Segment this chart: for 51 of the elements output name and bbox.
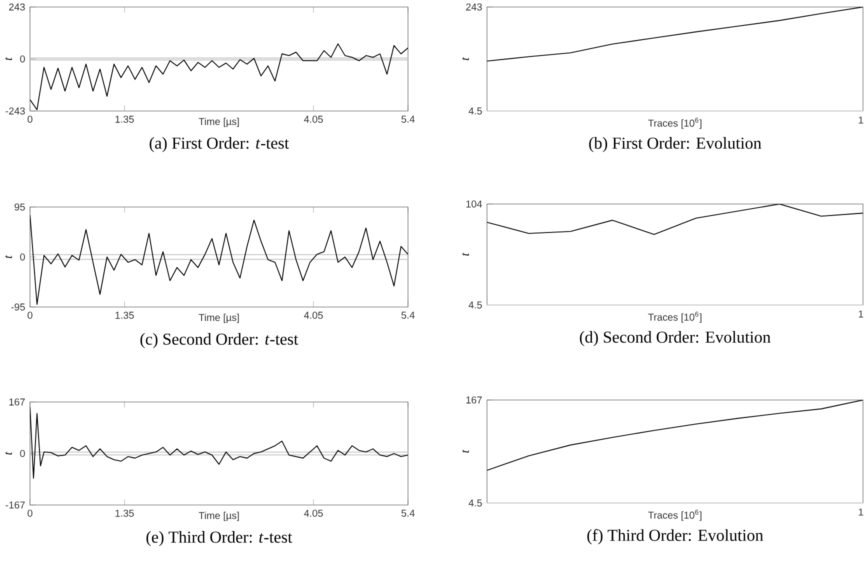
x-tick-label: 4.05 xyxy=(304,116,323,123)
text: (b) First Order: Evolution xyxy=(589,137,762,152)
text: 1 xyxy=(858,310,864,318)
y-tick-label: 167 xyxy=(9,398,25,406)
line-series xyxy=(487,6,863,62)
x-tick-label: 0 xyxy=(28,510,32,517)
x-tick-label: 5.4 xyxy=(401,510,415,517)
text: (f) Third Order: Evolution xyxy=(587,529,764,544)
x-axis-title: Traces [10$^{6}$] xyxy=(648,312,702,323)
x-tick-label: 0 xyxy=(28,116,32,123)
y-axis-title: t xyxy=(462,252,469,256)
y-axis-title: t xyxy=(5,452,12,455)
y-axis-title: t xyxy=(5,57,12,60)
y-tick-label: 167 xyxy=(466,396,482,404)
x-axis-title: Traces [10$^{6}$] xyxy=(648,118,702,129)
y-axis-title: t xyxy=(462,57,469,60)
y-tick-label: -167 xyxy=(6,501,25,509)
y-tick-label: -243 xyxy=(6,107,25,115)
y-tick-label: -95 xyxy=(11,303,25,311)
text: 1 xyxy=(858,508,864,516)
x-axis-title: Traces [10$^{6}$] xyxy=(648,510,702,521)
x-tick-label: 0 xyxy=(28,312,32,319)
line-series xyxy=(487,400,863,471)
text: (c) Second Order: t-test xyxy=(140,333,298,348)
y-tick-label: 0 xyxy=(20,253,25,261)
x-tick-label: 5.4 xyxy=(401,312,415,319)
y-axis-title: t xyxy=(5,255,12,258)
x-tick-label: 1.35 xyxy=(116,116,134,123)
y-tick-label: 0 xyxy=(20,450,25,458)
x-tick-label: 4.05 xyxy=(304,510,323,517)
x-tick-label: 4.05 xyxy=(304,312,323,319)
x-axis-title: Time [µs] xyxy=(198,512,239,522)
text: 1 xyxy=(858,116,864,124)
y-axis-title: t xyxy=(462,450,469,453)
y-tick-label: 4.5 xyxy=(468,302,482,308)
text: (d) Second Order: Evolution xyxy=(580,331,771,346)
x-tick-label: 1.35 xyxy=(116,510,134,517)
x-tick-label: 1.35 xyxy=(116,312,134,319)
line-series xyxy=(30,214,408,305)
y-tick-label: 4.5 xyxy=(468,108,482,114)
x-axis-title: Time [µs] xyxy=(198,314,239,324)
text: (e) Third Order: t-test xyxy=(146,531,292,546)
x-axis-title: Time [µs] xyxy=(198,118,239,128)
y-tick-label: 0 xyxy=(20,55,25,63)
text: (a) First Order: t-test xyxy=(150,137,289,152)
y-tick-label: 4.5 xyxy=(468,500,482,506)
y-tick-label: 243 xyxy=(9,3,25,11)
y-tick-label: 104 xyxy=(466,200,482,208)
y-tick-label: 95 xyxy=(14,203,25,211)
y-tick-label: 243 xyxy=(466,3,482,11)
x-tick-label: 5.4 xyxy=(401,116,415,123)
